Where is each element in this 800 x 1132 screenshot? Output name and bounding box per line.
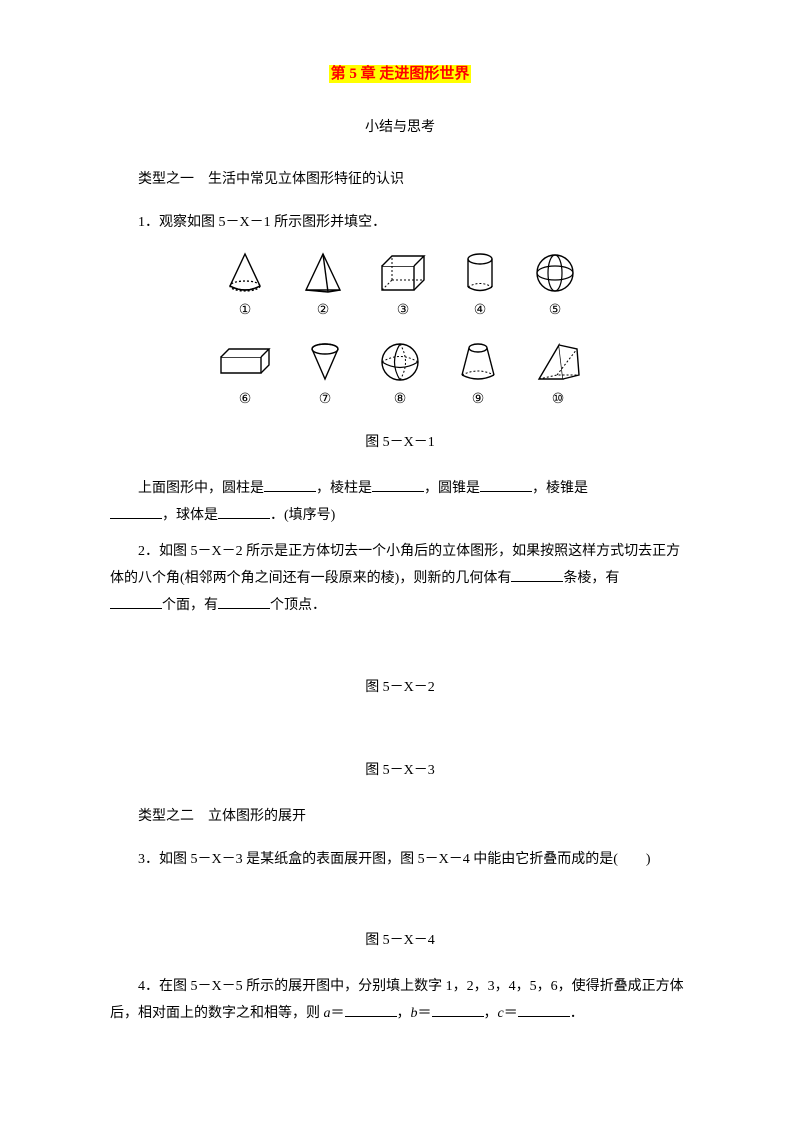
question-4-text: 4．在图 5－X－5 所示的展开图中，分别填上数字 1，2，3，4，5，6，使得… bbox=[110, 974, 690, 1027]
q2-part-b: 条棱，有 bbox=[563, 571, 619, 586]
blank bbox=[110, 594, 162, 609]
blank bbox=[432, 1002, 484, 1017]
shape-prism-flat: ⑥ bbox=[217, 339, 273, 414]
spacer bbox=[110, 722, 690, 742]
blank bbox=[110, 504, 162, 519]
title-text: 第 5 章 走进图形世界 bbox=[329, 65, 472, 83]
circled-9: ⑨ bbox=[472, 387, 485, 414]
shapes-row-1: ① ② ③ bbox=[110, 250, 690, 325]
blank bbox=[218, 504, 270, 519]
q4-eq1: ＝ bbox=[331, 1006, 345, 1021]
q4-comma2: ， bbox=[484, 1006, 498, 1021]
circled-10: ⑩ bbox=[552, 387, 565, 414]
circled-8: ⑧ bbox=[394, 387, 407, 414]
shape-pyramid-tri: ② bbox=[300, 250, 346, 325]
blank bbox=[264, 477, 316, 492]
q4-period: ． bbox=[570, 1006, 584, 1021]
section-heading-1: 类型之一 生活中常见立体图形特征的认识 bbox=[110, 167, 690, 194]
q4-eq2: ＝ bbox=[418, 1006, 432, 1021]
question-1-lead: 1．观察如图 5－X－1 所示图形并填空． bbox=[110, 210, 690, 237]
q1-part-f: ．(填序号) bbox=[270, 508, 335, 523]
var-b: b bbox=[411, 1006, 418, 1021]
figure-3-caption: 图 5－X－3 bbox=[110, 758, 690, 785]
figure-4-caption: 图 5－X－4 bbox=[110, 928, 690, 955]
var-a: a bbox=[324, 1006, 331, 1021]
circled-2: ② bbox=[317, 298, 330, 325]
spacer bbox=[110, 629, 690, 659]
figure-1-caption: 图 5－X－1 bbox=[110, 430, 690, 457]
q2-part-d: 个顶点． bbox=[270, 598, 326, 613]
question-1-text: 上面图形中，圆柱是 ，棱柱是 ，圆锥是 ，棱锥是 ，球体是 ．(填序号) bbox=[110, 476, 690, 529]
blank bbox=[480, 477, 532, 492]
q4-eq3: ＝ bbox=[504, 1006, 518, 1021]
question-2-text: 2．如图 5－X－2 所示是正方体切去一个小角后的立体图形，如果按照这样方式切去… bbox=[110, 539, 690, 619]
circled-7: ⑦ bbox=[319, 387, 332, 414]
q1-part-a: 上面图形中，圆柱是 bbox=[138, 481, 264, 496]
circled-5: ⑤ bbox=[549, 298, 562, 325]
shape-cone: ① bbox=[222, 250, 268, 325]
figure-2-caption: 图 5－X－2 bbox=[110, 675, 690, 702]
blank bbox=[518, 1002, 570, 1017]
blank bbox=[511, 567, 563, 582]
shape-cone-inverted: ⑦ bbox=[305, 339, 345, 414]
q4-comma1: ， bbox=[397, 1006, 411, 1021]
circled-1: ① bbox=[239, 298, 252, 325]
shape-prism-triangle: ⑩ bbox=[533, 339, 583, 414]
q1-part-e: ，球体是 bbox=[162, 508, 218, 523]
question-3-text: 3．如图 5－X－3 是某纸盒的表面展开图，图 5－X－4 中能由它折叠而成的是… bbox=[110, 847, 690, 874]
subtitle: 小结与思考 bbox=[110, 115, 690, 142]
page-title: 第 5 章 走进图形世界 bbox=[110, 60, 690, 89]
blank bbox=[345, 1002, 397, 1017]
q1-part-b: ，棱柱是 bbox=[316, 481, 372, 496]
document-page: 第 5 章 走进图形世界 小结与思考 类型之一 生活中常见立体图形特征的认识 1… bbox=[0, 0, 800, 1132]
blank bbox=[218, 594, 270, 609]
q1-part-c: ，圆锥是 bbox=[424, 481, 480, 496]
spacer bbox=[110, 884, 690, 912]
q2-part-c: 个面，有 bbox=[162, 598, 218, 613]
shape-cylinder: ④ bbox=[460, 250, 500, 325]
circled-4: ④ bbox=[474, 298, 487, 325]
shapes-row-2: ⑥ ⑦ ⑧ bbox=[110, 339, 690, 414]
blank bbox=[372, 477, 424, 492]
shape-frustum: ⑨ bbox=[455, 339, 501, 414]
shape-sphere-2: ⑧ bbox=[377, 339, 423, 414]
shape-sphere: ⑤ bbox=[532, 250, 578, 325]
q1-part-d: ，棱锥是 bbox=[532, 481, 588, 496]
q3-text: 3．如图 5－X－3 是某纸盒的表面展开图，图 5－X－4 中能由它折叠而成的是… bbox=[138, 852, 651, 867]
section-heading-2: 类型之二 立体图形的展开 bbox=[110, 804, 690, 831]
circled-3: ③ bbox=[397, 298, 410, 325]
circled-6: ⑥ bbox=[239, 387, 252, 414]
shape-cuboid: ③ bbox=[378, 250, 428, 325]
